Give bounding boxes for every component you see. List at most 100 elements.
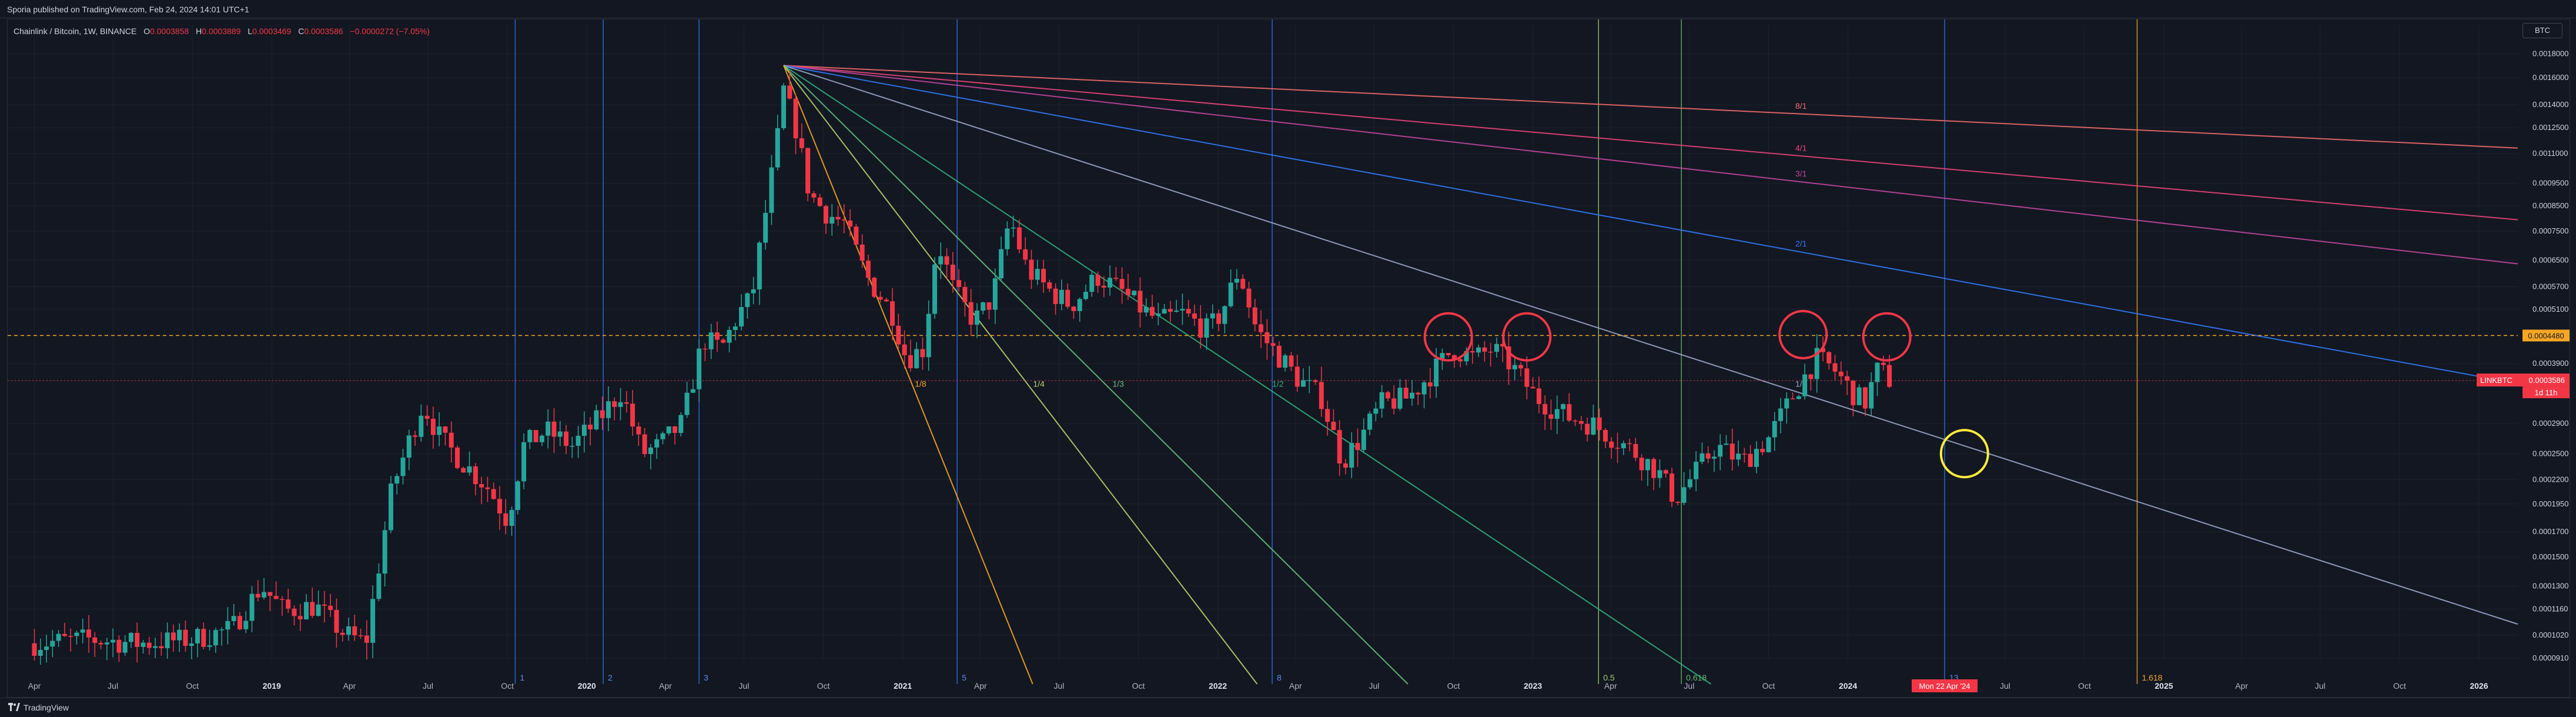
candle-body (1748, 453, 1753, 467)
publish-info: Sporia published on TradingView.com, Feb… (7, 5, 249, 14)
candle-body (1500, 344, 1506, 346)
candle-body (1615, 448, 1620, 449)
candle-body (702, 348, 708, 350)
candle-body (1887, 365, 1892, 387)
candle-body (981, 302, 986, 311)
time-axis-label: Oct (1762, 681, 1775, 691)
currency-button[interactable]: BTC (2523, 23, 2562, 38)
candle-body (1125, 289, 1130, 295)
fib-time-label: 8 (1277, 673, 1282, 682)
candle-body (1597, 417, 1602, 431)
candle-body (128, 633, 133, 642)
candle-body (829, 216, 835, 224)
candle-body (1150, 306, 1155, 316)
candlestick-chart[interactable]: 1 2 3 5 8 130.5 0.618 1.6188/14/13/12/11/11/21/… (8, 19, 2570, 697)
price-axis-label: 0.0002900 (2532, 419, 2568, 428)
candle-body (1005, 228, 1010, 249)
change-value: −0.0000272 (−7.05%) (350, 26, 430, 36)
candle-body (1440, 353, 1445, 359)
candle-body (286, 599, 291, 609)
time-axis-label: Oct (817, 681, 830, 691)
footer-bar: TradingView (0, 698, 2576, 717)
candle-body (920, 349, 925, 358)
candle-body (727, 329, 732, 343)
time-axis-label: Apr (974, 681, 987, 691)
target-circle (1939, 429, 1989, 479)
candle-body (195, 629, 200, 643)
symbol-legend: Chainlink / Bitcoin, 1W, BINANCE O0.0003… (14, 26, 430, 36)
candle-body (437, 426, 442, 435)
candle-body (594, 410, 599, 429)
candle-body (533, 430, 538, 442)
candle-body (835, 216, 841, 220)
candle-body (678, 415, 684, 433)
time-axis-label: Jul (2000, 681, 2010, 691)
candle-body (1119, 279, 1125, 289)
candle-body (111, 639, 116, 643)
price-axis-label: 0.0001500 (2532, 552, 2568, 561)
fan-label: 8/1 (1795, 101, 1807, 111)
candle-body (1694, 462, 1699, 479)
candle-body (1470, 351, 1475, 353)
candle-body (1029, 259, 1034, 280)
fan-label: 1/4 (1033, 379, 1045, 388)
candle-body (1856, 387, 1862, 405)
candle-body (322, 604, 327, 606)
current-price-text: 0.0003586 (2529, 376, 2565, 385)
candle-body (1832, 363, 1838, 372)
candle-body (1718, 445, 1723, 457)
candle-body (1790, 398, 1795, 399)
candle-body (207, 645, 212, 647)
candle-body (1289, 355, 1294, 367)
candle-body (1132, 291, 1137, 295)
candle-body (986, 302, 992, 310)
candle-body (1427, 382, 1433, 386)
candle-body (1325, 409, 1330, 422)
candle-body (328, 605, 333, 610)
candle-body (1524, 368, 1530, 387)
candle-body (708, 332, 714, 349)
candle-body (1687, 479, 1692, 488)
candle-body (419, 415, 424, 437)
price-axis-label: 0.0012500 (2532, 123, 2568, 132)
time-axis-label: Jul (108, 681, 118, 691)
candle-body (1204, 318, 1209, 338)
candle-body (648, 447, 653, 454)
candle-body (1512, 365, 1517, 369)
chart-panel[interactable]: 1 2 3 5 8 13 0.5 0.618 1.618 8/1 4/1 3/1 2/1 1/1 1/2 1/… (7, 19, 2570, 698)
date-highlight-tag (1912, 679, 1978, 692)
candle-body (1301, 380, 1306, 387)
time-axis-label: Apr (343, 681, 356, 691)
price-axis-label: 0.0001020 (2532, 631, 2568, 639)
candle-body (68, 636, 73, 637)
candle-body (1331, 422, 1336, 431)
fib-time-label: 5 (962, 673, 966, 682)
candle-body (1035, 269, 1040, 280)
candle-body (424, 415, 430, 419)
candle-body (539, 435, 544, 442)
candle-body (310, 602, 315, 616)
candle-body (1482, 347, 1487, 352)
time-axis-label: Oct (501, 681, 514, 691)
price-axis-label: 0.0014000 (2532, 100, 2568, 109)
candle-body (1174, 311, 1179, 312)
candle-body (1156, 313, 1161, 316)
candle-body (1041, 269, 1046, 283)
candle-body (1736, 453, 1741, 460)
price-axis-label: 0.0016000 (2532, 73, 2568, 82)
candle-body (1548, 414, 1554, 419)
candle-body (968, 302, 973, 325)
candle-body (515, 481, 520, 511)
candle-body (902, 344, 907, 355)
candle-body (962, 286, 968, 302)
time-axis-label: Apr (2235, 681, 2248, 691)
candle-body (1391, 398, 1397, 409)
candle-body (1826, 352, 1832, 363)
current-symbol-text: LINKBTC (2480, 376, 2513, 385)
time-axis-label: Jul (739, 681, 750, 691)
candle-body (1143, 306, 1149, 313)
candle-body (165, 632, 170, 649)
fan-line (783, 65, 1409, 685)
time-axis-label: 2020 (578, 681, 596, 691)
price-axis-label: 0.0000910 (2532, 653, 2568, 662)
